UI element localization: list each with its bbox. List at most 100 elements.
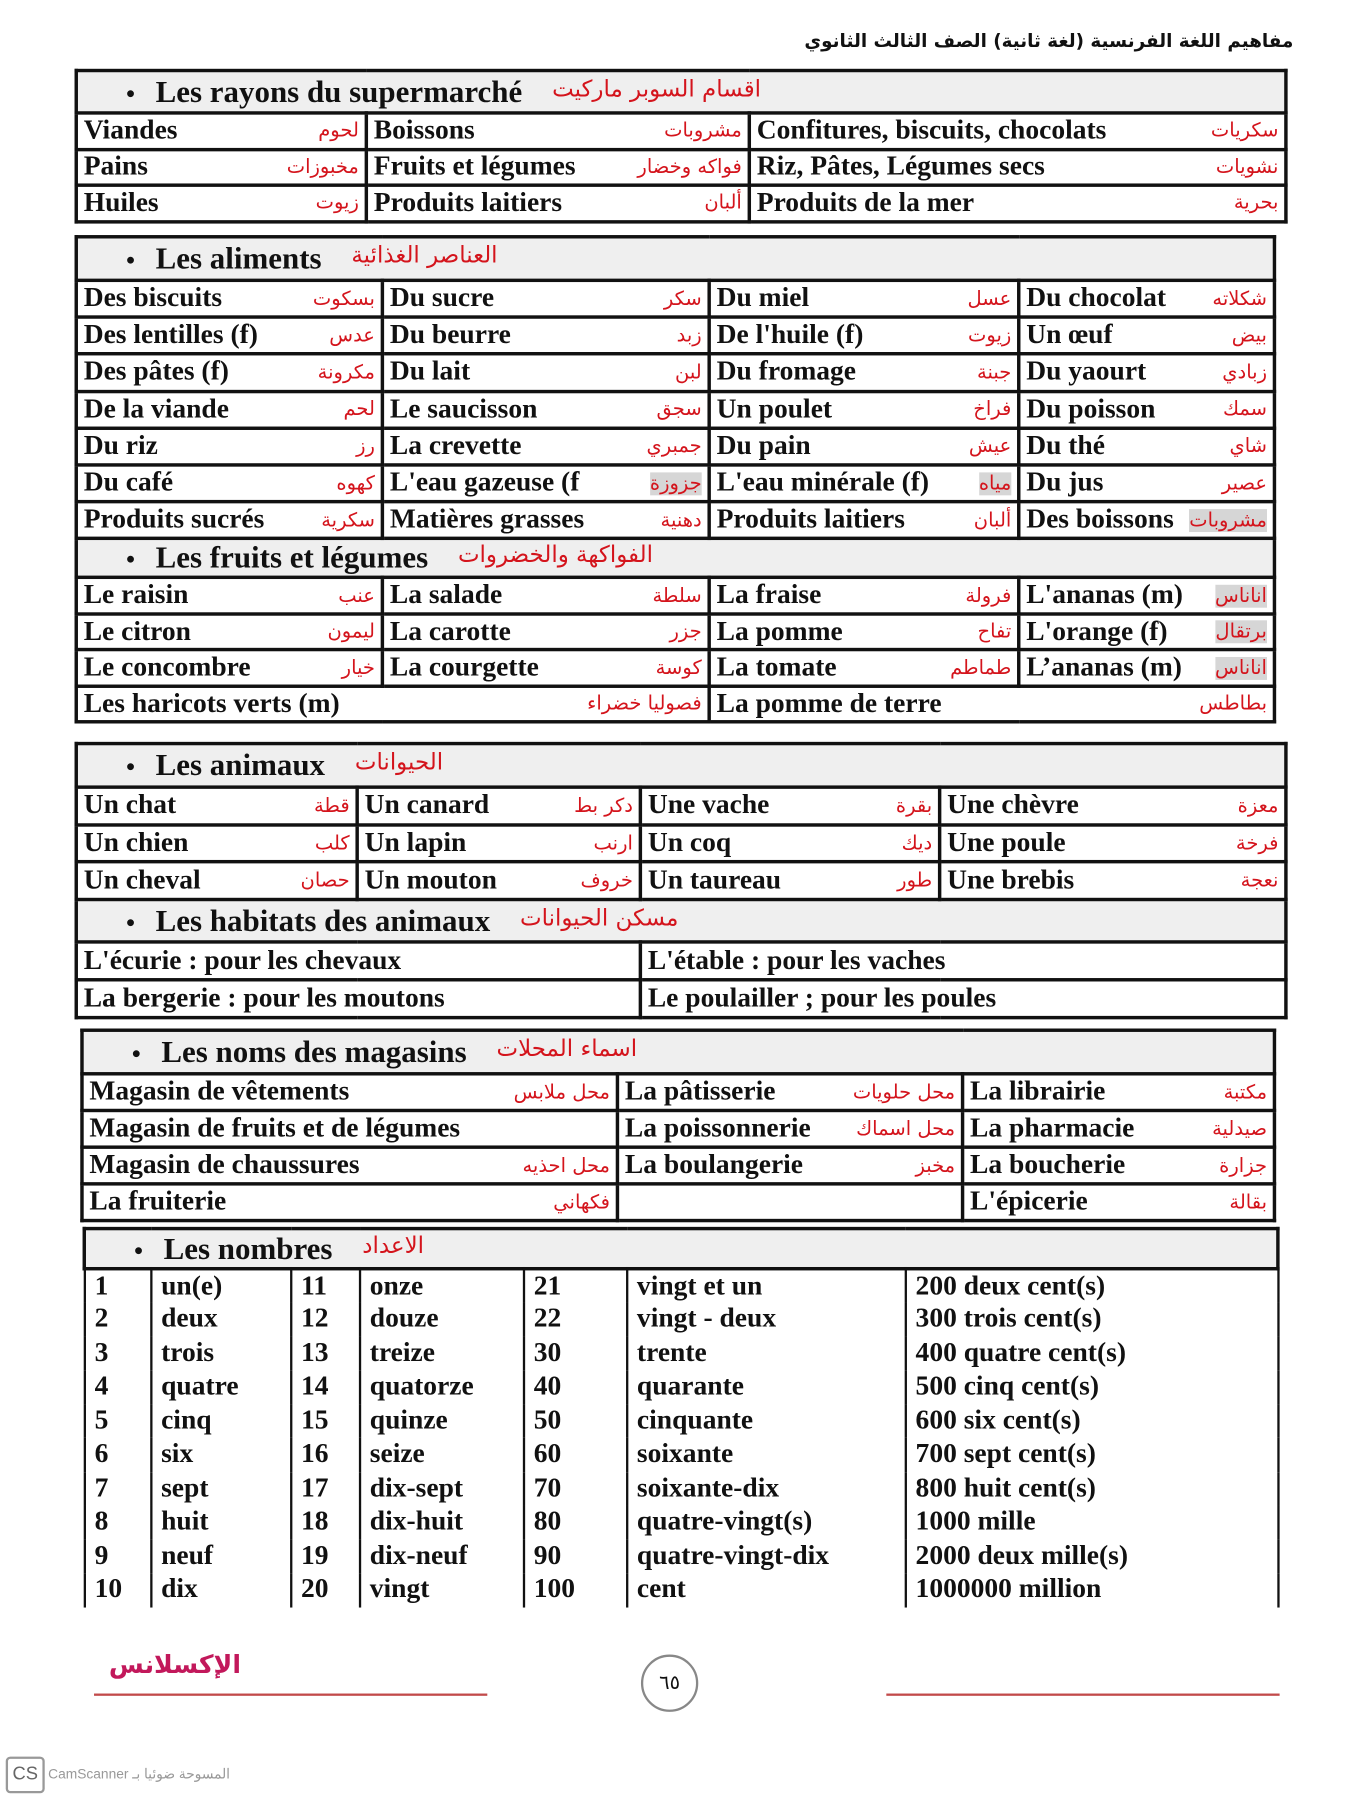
number-digit: 40: [522, 1370, 628, 1405]
table-cell: Huiles زيوت: [74, 183, 369, 223]
french-word: La poissonnerie: [624, 1113, 811, 1144]
french-word: Du miel: [716, 283, 810, 314]
table-cell: L'ananas (m) اناناس: [1017, 575, 1277, 616]
table-cell: La pâtisserie محل حلويات: [615, 1072, 965, 1113]
vocab-entry: Produits de la mer بحرية: [757, 189, 1279, 218]
french-word: Du café: [83, 467, 174, 498]
arabic-translation: مياه: [978, 471, 1012, 495]
arabic-translation: عيش: [968, 434, 1012, 458]
number-row: 9 neuf 19 dix-neuf 90 quatre-vingt-dix 2000 de…: [83, 1539, 1280, 1574]
table-cell: Un chien كلب: [74, 822, 359, 864]
vocab-entry: Un chien كلب: [84, 828, 350, 859]
vocab-entry: Fruits et légumes فواكه وخضار: [374, 152, 742, 181]
number-word: six: [149, 1437, 292, 1472]
section-title-ar: الاعداد: [362, 1230, 425, 1259]
french-word: Magasin de chaussures: [89, 1150, 360, 1180]
table-cell: Les haricots verts (m) فصوليا خضراء: [74, 684, 711, 724]
vocab-table: • Les noms des magasins اسماء المحلات Magas…: [80, 1028, 1277, 1223]
french-word: Le citron: [83, 616, 191, 647]
footer-line-left: [94, 1693, 488, 1696]
arabic-translation: بسكوت: [312, 287, 375, 311]
table-row: Magasin de vêtements محل ملابس La pâtisser…: [80, 1072, 1277, 1113]
section-header: • Les animaux الحيوانات: [74, 741, 1288, 789]
table-cell: Le concombre خيار: [74, 648, 385, 688]
table-cell: La carotte جزر: [380, 612, 711, 652]
french-word: Du beurre: [389, 320, 511, 351]
table-cell: Une poule فرخة: [937, 822, 1288, 864]
arabic-translation: معزة: [1237, 794, 1279, 818]
vocab-entry: Le poulailler ; pour les poules: [648, 983, 1279, 1014]
arabic-translation: زيوت: [968, 324, 1012, 348]
vocab-entry: La fruiterie فكهاني: [89, 1187, 610, 1217]
number-word: 1000 mille: [904, 1505, 1280, 1540]
vocab-entry: La boulangerie مخبز: [625, 1151, 955, 1181]
arabic-translation: عسل: [967, 287, 1012, 311]
number-word: neuf: [149, 1539, 292, 1574]
arabic-translation: خيار: [341, 656, 375, 680]
french-word: L'orange (f): [1026, 616, 1168, 647]
arabic-translation: شكلاته: [1212, 287, 1267, 311]
number-digit: 7: [83, 1471, 152, 1506]
french-word: La courgette: [389, 652, 539, 683]
table-row: Des pâtes (f) مكرونة Du lait لبن Du fromage ج…: [74, 352, 1277, 393]
arabic-translation: لبن: [675, 361, 702, 385]
table-cell: Du pain عيش: [707, 426, 1021, 467]
arabic-translation: فكهاني: [553, 1190, 610, 1214]
table-cell: La salade سلطة: [380, 575, 711, 616]
table-cell: La fraise فرولة: [707, 575, 1021, 616]
french-word: Pains: [83, 151, 148, 182]
arabic-translation: كوسة: [655, 656, 702, 680]
french-word: De l'huile (f): [716, 320, 864, 351]
table-cell: Produits sucrés سكرية: [74, 500, 385, 541]
arabic-translation: كهوه: [336, 471, 375, 495]
arabic-translation: فصوليا خضراء: [587, 692, 702, 716]
table-row: Huiles زيوت Produits laitiers ألبان Produits…: [74, 183, 1288, 223]
french-word: Du sucre: [389, 283, 495, 314]
vocab-table: • Les aliments العناصر الغذائية Des biscuit…: [74, 235, 1277, 724]
table-cell: La pharmacie صيدلية: [960, 1108, 1277, 1149]
table-cell: L’ananas (m) اناناس: [1017, 648, 1277, 688]
vocab-entry: Du beurre زبد: [389, 320, 702, 351]
vocab-entry: Pains مخبوزات: [83, 151, 359, 182]
table-row: La bergerie : pour les moutons Le poulail…: [74, 978, 1288, 1020]
arabic-translation: سجق: [656, 398, 702, 421]
number-word: vingt - deux: [625, 1302, 907, 1337]
number-digit: 15: [289, 1404, 361, 1438]
table-row: Un chat قطة Un canard دكر بط Une vache بقرة Un…: [74, 785, 1288, 827]
vocab-entry: Des biscuits بسكوت: [84, 284, 375, 314]
number-digit: 6: [83, 1437, 152, 1472]
table-block: • Les rayons du supermarché اقسام السوبر م…: [74, 68, 1288, 223]
section-title-ar: مسكن الحيوانات: [520, 903, 679, 931]
number-word: seize: [358, 1437, 525, 1472]
number-row: 3 trois 13 treize 30 trente 400 quatre cent(s): [83, 1336, 1280, 1371]
french-word: L'écurie : pour les chevaux: [83, 945, 402, 976]
french-word: La pharmacie: [970, 1113, 1135, 1144]
french-word: L'eau minérale (f): [716, 467, 930, 498]
table-row: Des biscuits بسكوت Du sucre سكر Du miel عسل Du…: [74, 278, 1277, 319]
arabic-translation: ألبان: [973, 508, 1012, 532]
table-cell: Le raisin عنب: [74, 575, 385, 616]
numbers-block: • Les nombres الاعداد 1 un(e) 11 onze 21 vingt e…: [82, 1226, 1280, 1607]
number-word: cinq: [149, 1404, 292, 1438]
table-block: • Les aliments العناصر الغذائية Des biscuit…: [74, 235, 1277, 724]
number-digit: 2: [83, 1302, 152, 1337]
vocab-entry: Magasin de chaussures محل احذيه: [89, 1150, 610, 1181]
arabic-translation: جبنة: [977, 361, 1012, 385]
arabic-translation: سلطة: [652, 584, 702, 608]
vocab-entry: Produits sucrés سكرية: [84, 505, 375, 535]
table-cell: L'eau gazeuse (f جزوزة: [380, 463, 711, 504]
table-cell: [615, 1182, 965, 1223]
vocab-entry: Un poulet فراخ: [717, 395, 1012, 425]
table-cell: Viandes لحوم: [74, 111, 369, 151]
french-word: L’ananas (m): [1026, 652, 1182, 683]
number-word: vingt: [358, 1573, 525, 1607]
number-word: huit: [149, 1505, 292, 1540]
table-cell: Produits laitiers ألبان: [707, 500, 1021, 541]
number-word: 500 cinq cent(s): [904, 1370, 1280, 1405]
table-row: Du riz رز La crevette جمبري Du pain عيش Du thé…: [74, 426, 1277, 467]
table-cell: Du riz رز: [74, 426, 385, 467]
section-title-ar: اسماء المحلات: [496, 1034, 638, 1062]
table-row: Le concombre خيار La courgette كوسة La tomat…: [74, 648, 1277, 688]
arabic-translation: فرخة: [1235, 831, 1279, 855]
table-cell: Des boissons مشروبات: [1017, 500, 1277, 541]
